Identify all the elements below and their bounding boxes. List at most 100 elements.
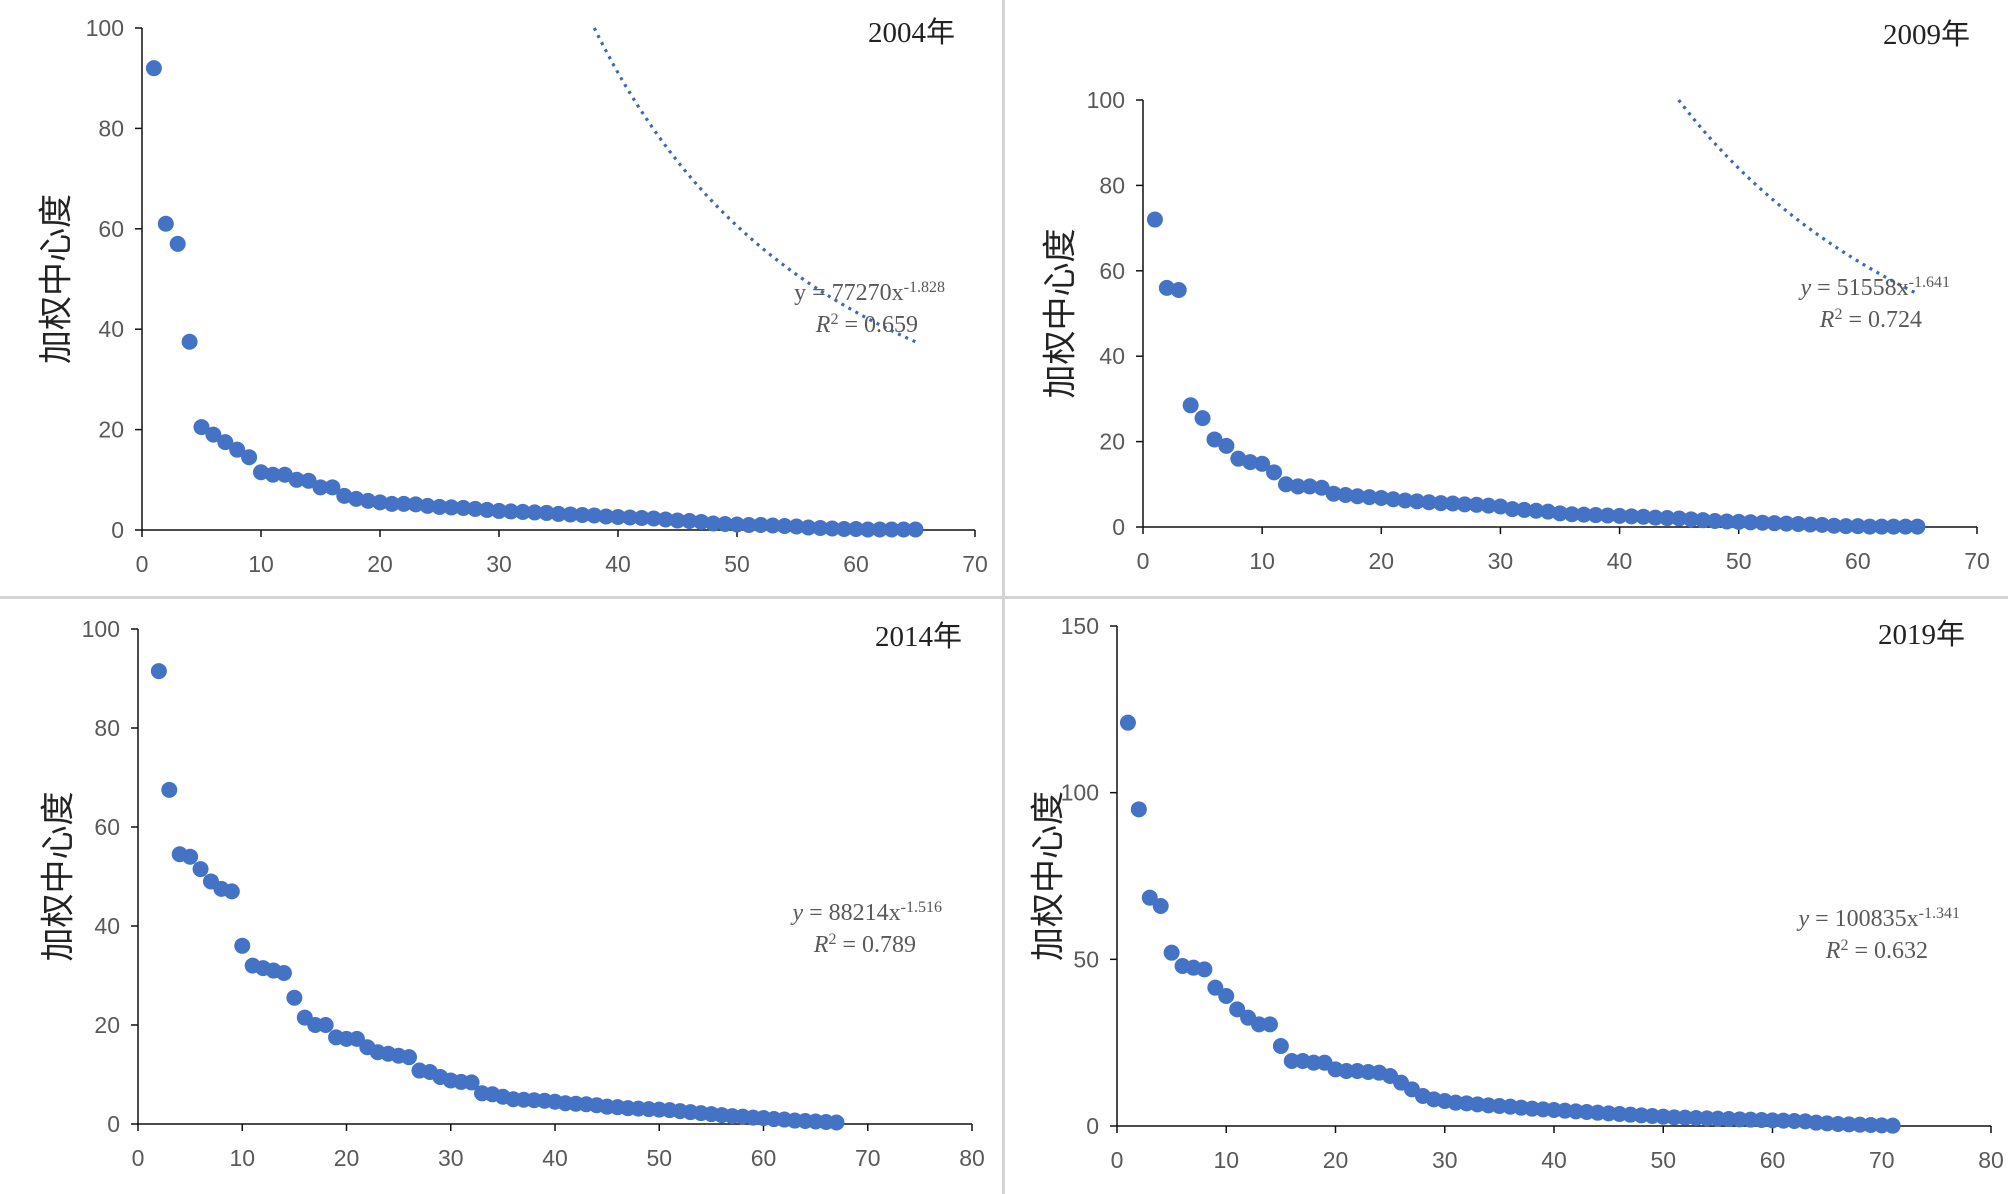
trend-equation: y = 77270x-1.828: [794, 279, 945, 307]
data-point: [1802, 516, 1819, 533]
data-point: [1861, 518, 1878, 535]
data-point: [1206, 431, 1223, 448]
r-squared-superscript: 2: [828, 931, 836, 948]
data-point: [1196, 961, 1213, 978]
data-point: [705, 515, 722, 532]
chart-title: 2019年: [1878, 618, 1965, 651]
data-point: [836, 520, 853, 537]
data-point: [182, 848, 199, 865]
data-point: [562, 506, 579, 523]
data-point: [1718, 513, 1735, 530]
data-point: [1563, 506, 1580, 523]
r-squared: R2 = 0.632: [1825, 937, 1928, 965]
r-squared-symbol: R: [1819, 307, 1835, 333]
data-point: [1884, 1117, 1901, 1134]
x-tick-label: 10: [248, 551, 274, 577]
data-point: [479, 501, 496, 518]
r-squared-symbol: R: [1825, 938, 1841, 964]
data-point: [1409, 493, 1426, 510]
y-tick-label: 20: [1099, 429, 1125, 455]
data-point: [312, 479, 329, 496]
r-squared-symbol: R: [813, 932, 829, 958]
data-point: [1897, 518, 1914, 535]
data-point: [205, 426, 222, 443]
data-point: [161, 781, 178, 798]
y-tick-label: 60: [94, 814, 120, 840]
x-tick-label: 0: [1137, 548, 1150, 574]
data-point: [1301, 478, 1318, 495]
y-tick-label: 0: [1112, 514, 1125, 540]
data-point: [633, 509, 650, 526]
data-point: [729, 516, 745, 533]
data-point: [145, 60, 162, 77]
data-point: [463, 1074, 480, 1091]
data-point: [401, 1049, 418, 1066]
data-point: [1163, 944, 1180, 961]
data-point: [395, 495, 412, 512]
data-point: [1337, 486, 1354, 503]
data-point: [1885, 518, 1902, 535]
data-point: [1289, 478, 1306, 495]
data-point: [859, 521, 876, 538]
data-point: [1552, 505, 1568, 522]
y-axis-label: 加权中心度: [37, 194, 77, 364]
data-point: [1659, 510, 1676, 527]
data-point: [1754, 514, 1771, 531]
x-tick-label: 50: [646, 1145, 672, 1171]
data-point: [1456, 496, 1473, 513]
data-point: [1261, 1016, 1278, 1033]
r-squared: R2 = 0.724: [1819, 306, 1922, 334]
r-squared: R2 = 0.659: [815, 311, 918, 339]
data-point: [1837, 518, 1854, 535]
data-point: [1432, 495, 1449, 512]
x-tick-label: 60: [843, 551, 869, 577]
x-tick-label: 80: [959, 1145, 985, 1171]
data-point: [234, 937, 251, 954]
data-point: [1242, 454, 1259, 471]
chart-panel-2014: 0 20 40 60 80 100 0 10 20 30 40 50 60 70 80 加权中心度 2014年 y…: [0, 599, 1002, 1194]
y-tick-label: 40: [98, 316, 124, 342]
y-tick-label: 0: [1086, 1113, 1099, 1139]
data-point: [586, 507, 603, 524]
trend-equation: y = 51558x-1.641: [1798, 274, 1950, 302]
y-axis-label: 加权中心度: [1041, 229, 1081, 399]
data-point: [491, 502, 507, 519]
r-squared-value: = 0.724: [1842, 307, 1922, 333]
equation-coefficient: = 77270x: [806, 280, 904, 306]
data-point: [1694, 512, 1711, 529]
data-point: [253, 464, 269, 481]
data-point: [574, 506, 591, 523]
chart-panel-2009: 0 20 40 60 80 100 0 10 20 30 40 50 60 70 加权中心度 2009年 y =…: [1005, 0, 2008, 596]
data-point: [538, 504, 555, 521]
x-tick-label: 10: [1249, 548, 1275, 574]
data-point: [502, 503, 519, 520]
data-point: [1730, 513, 1747, 530]
data-point: [455, 499, 472, 516]
chart-2019: 0 50 100 150 0 10 20 30 40 50 60 70 80 加权中心度 2019年 y = …: [1029, 613, 2004, 1173]
data-point: [752, 516, 769, 533]
data-point: [431, 498, 448, 515]
data-point: [467, 500, 484, 517]
data-point: [1766, 515, 1783, 532]
data-point: [1611, 507, 1628, 524]
x-tick-label: 40: [542, 1145, 568, 1171]
data-point: [1385, 491, 1402, 508]
r-squared-superscript: 2: [1840, 937, 1848, 954]
equation-exponent: -1.641: [1909, 274, 1950, 291]
data-point: [419, 497, 436, 514]
data-point: [681, 512, 698, 529]
x-tick-label: 60: [1845, 548, 1871, 574]
data-point: [800, 519, 817, 536]
data-point: [848, 520, 864, 537]
data-point: [1130, 801, 1147, 818]
data-point: [1207, 979, 1224, 996]
data-point: [824, 520, 841, 537]
data-point: [192, 861, 209, 878]
data-point: [828, 1114, 845, 1131]
r-squared-symbol: R: [815, 312, 831, 338]
data-point: [1182, 397, 1199, 414]
data-point: [1587, 507, 1604, 524]
data-point: [1146, 211, 1163, 228]
y-tick-label: 60: [1099, 258, 1125, 284]
